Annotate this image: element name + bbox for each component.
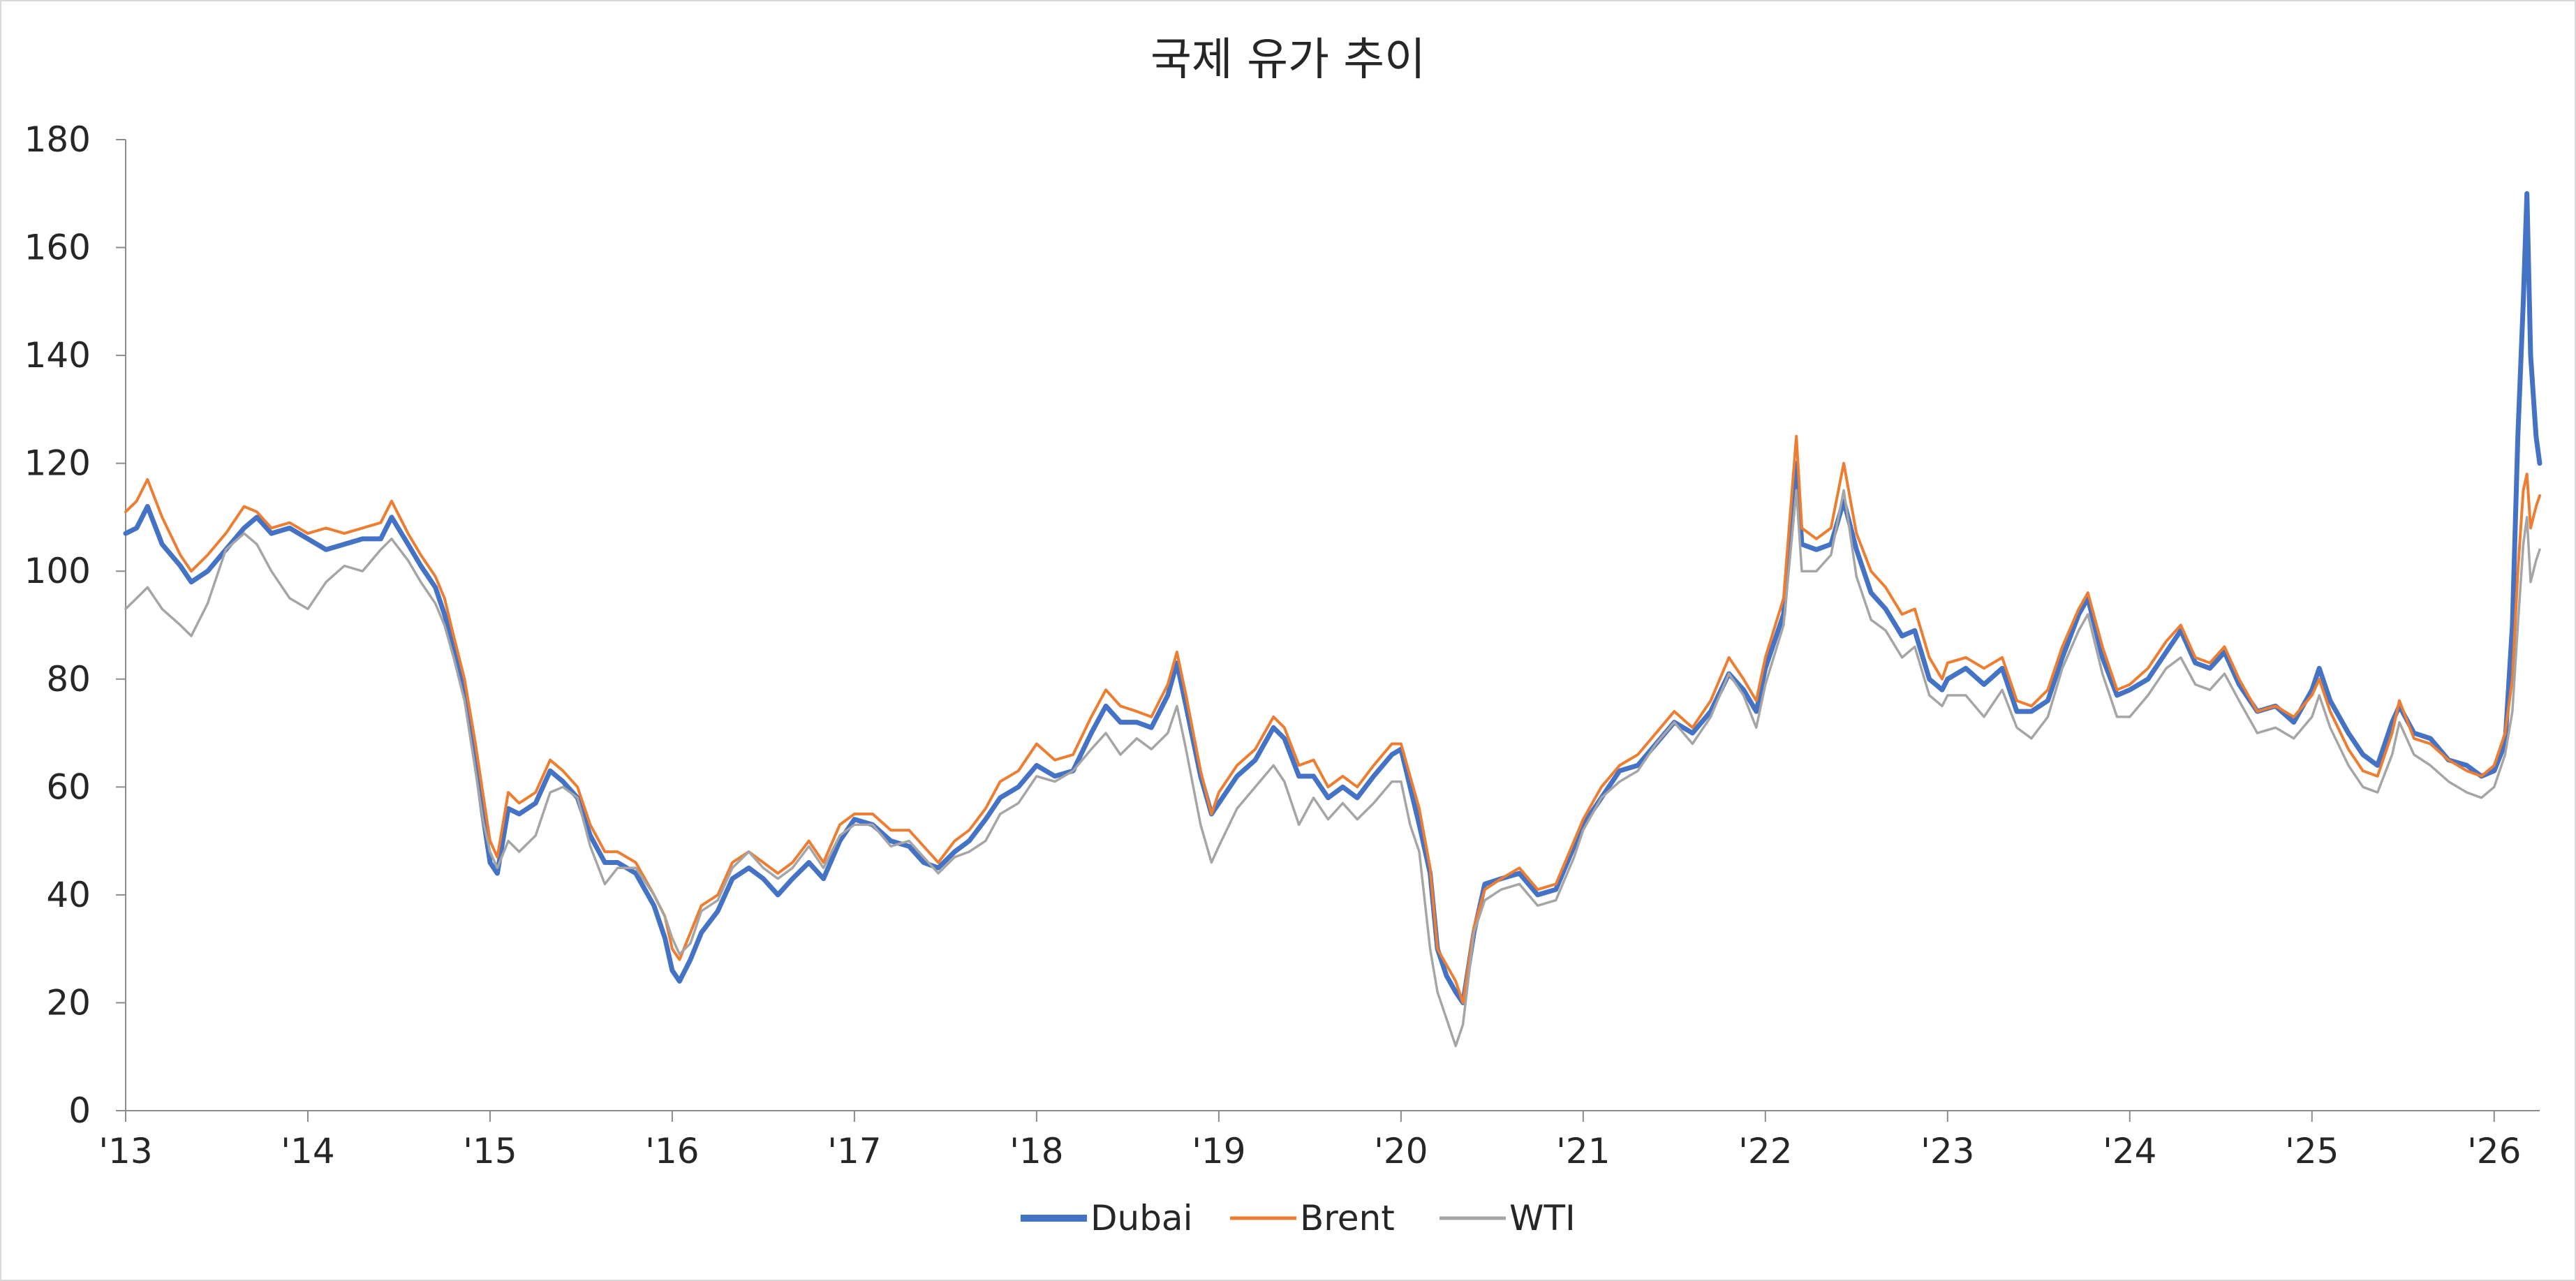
legend-label-wti: WTI [1509,1198,1576,1238]
series-line-dubai [123,191,2542,1005]
x-tick-label: '16 [645,1131,699,1171]
x-tick-label: '14 [281,1131,334,1171]
legend: Dubai Brent WTI [1021,1198,1576,1238]
y-tick-label: 0 [68,1090,91,1131]
y-tick-label: 20 [46,982,91,1023]
x-tick-label: '17 [827,1131,881,1171]
x-tick-label: '23 [1920,1131,1974,1171]
y-tick-label: 160 [24,228,91,268]
y-tick-label: 60 [46,767,91,807]
x-tick-label: '13 [98,1131,152,1171]
x-tick-label: '25 [2285,1131,2339,1171]
chart-title: 국제 유가 추이 [1150,34,1426,86]
x-tick-label: '21 [1556,1131,1610,1171]
series-line-wti [124,489,2541,1048]
y-tick-label: 140 [24,335,91,376]
series-layer [123,191,2542,1048]
series-line-brent [124,435,2541,1005]
axes: 0 20 40 60 80 100 120 140 160 180 '13 '14 '15 '16 '17 '… [24,119,2540,1171]
x-tick-label: '19 [1192,1131,1245,1171]
x-tick-label: '22 [1738,1131,1792,1171]
y-tick-label: 180 [24,119,91,160]
x-tick-label: '24 [2103,1131,2156,1171]
x-tick-label: '20 [1374,1131,1428,1171]
legend-label-dubai: Dubai [1090,1198,1192,1238]
y-tick-label: 40 [46,875,91,915]
y-tick-label: 80 [46,659,91,699]
x-tick-label: '18 [1009,1131,1063,1171]
y-tick-label: 120 [24,443,91,484]
y-tick-label: 100 [24,551,91,591]
legend-label-brent: Brent [1300,1198,1395,1238]
x-tick-label: '15 [463,1131,517,1171]
x-tick-label: '26 [2467,1131,2521,1171]
